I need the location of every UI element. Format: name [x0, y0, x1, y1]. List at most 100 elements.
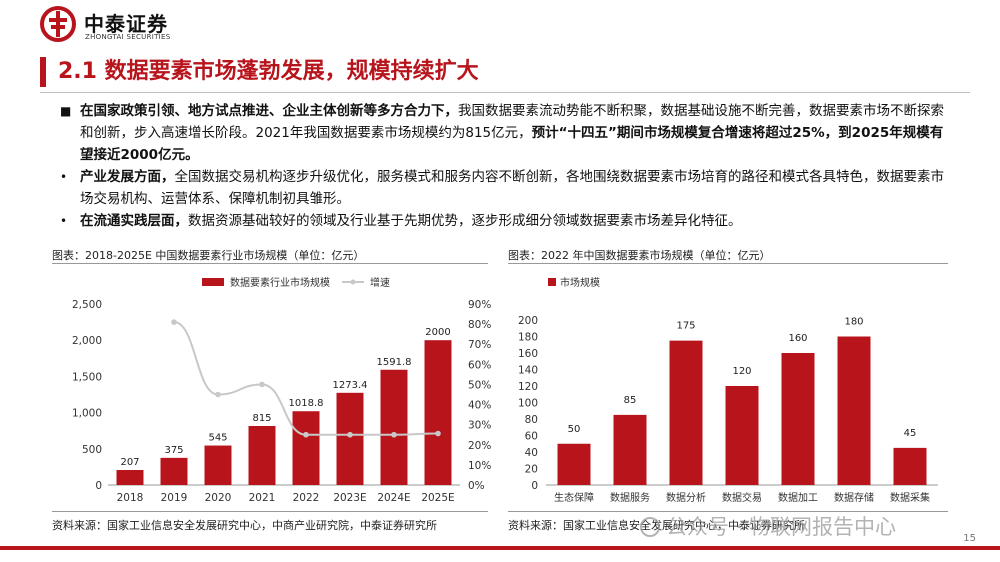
- bar-value-label: 45: [904, 428, 917, 439]
- bar: [781, 353, 815, 485]
- title-divider: [40, 92, 970, 93]
- bar: [204, 445, 232, 485]
- y2-tick-label: 20%: [468, 440, 491, 452]
- y-tick-label: 200: [518, 315, 538, 327]
- x-tick-label: 2025E: [421, 492, 454, 504]
- bullet-text: 全国数据交易机构逐步升级优化，服务模式和服务内容不断创新，各地围绕数据要素市场培…: [80, 169, 944, 207]
- bar: [424, 340, 452, 485]
- bar-value-label: 1591.8: [377, 357, 412, 368]
- y2-tick-label: 70%: [468, 339, 491, 351]
- y-tick-label: 0: [531, 480, 538, 492]
- bullet-mark: •: [60, 170, 68, 184]
- y-tick-label: 500: [82, 444, 102, 456]
- legend-bar-label: 数据要素行业市场规模: [230, 276, 330, 289]
- y-tick-label: 40: [525, 447, 538, 459]
- x-tick-label: 数据交易: [722, 491, 762, 504]
- x-tick-label: 2023E: [333, 492, 366, 504]
- y-tick-label: 160: [518, 348, 538, 360]
- bar: [380, 369, 408, 485]
- left-chart-caption: 图表：2018-2025E 中国数据要素行业市场规模（单位：亿元）: [52, 249, 365, 262]
- brand-name-cn: 中泰证券: [84, 12, 168, 36]
- growth-point: [347, 431, 353, 438]
- bar-value-label: 1273.4: [333, 380, 368, 391]
- bullet-bold-text: 在国家政策引领、地方试点推进、企业主体创新等多方合力下，: [80, 103, 458, 119]
- x-tick-label: 2018: [117, 492, 144, 504]
- bar-value-label: 50: [568, 424, 581, 435]
- watermark: 公众号 · 物联网报告中心: [640, 511, 896, 541]
- right-chart: 市场规模 0 20 40 60 80 100 120 140 160 180 200 50 生态保障 85 数…: [518, 276, 938, 504]
- bar: [160, 457, 188, 485]
- bullet-mark: •: [60, 214, 68, 228]
- legend-line-label: 增速: [370, 276, 390, 289]
- bar-value-label: 375: [164, 445, 183, 456]
- y-tick-label: 20: [525, 464, 538, 476]
- legend-bar-swatch: [548, 278, 556, 286]
- wechat-icon: [640, 517, 660, 537]
- y-tick-label: 120: [518, 381, 538, 393]
- bar-value-label: 545: [208, 433, 227, 444]
- y-tick-label: 180: [518, 332, 538, 344]
- growth-point: [171, 319, 177, 325]
- right-chart-caption: 图表：2022 年中国数据要素市场规模（单位：亿元）: [508, 249, 771, 262]
- bar-value-label: 120: [732, 366, 751, 377]
- bar: [116, 470, 144, 485]
- bar-value-label: 207: [120, 457, 139, 468]
- footer-band: [0, 546, 1000, 550]
- growth-point: [435, 430, 441, 437]
- x-tick-label: 2019: [161, 492, 188, 504]
- bar: [893, 447, 927, 485]
- bullet-text: 数据资源基础较好的领域及行业基于先期优势，逐步形成细分领域数据要素市场差异化特征…: [188, 213, 742, 229]
- bar-value-label: 2000: [425, 327, 450, 338]
- x-tick-label: 数据采集: [890, 491, 930, 504]
- bullet-bold-text: 产业发展方面，: [80, 169, 175, 185]
- growth-point: [259, 381, 265, 388]
- y-tick-label: 0: [95, 480, 102, 492]
- bar: [725, 386, 759, 485]
- bar: [292, 411, 320, 485]
- zhongtai-logo-icon: [40, 6, 76, 42]
- y2-tick-label: 80%: [468, 319, 491, 331]
- y-tick-label: 1,500: [72, 371, 102, 383]
- bullet-item: ■ 在国家政策引领、地方试点推进、企业主体创新等多方合力下，我国数据要素流动势能不…: [60, 100, 950, 166]
- y-tick-label: 140: [518, 365, 538, 377]
- bar-value-label: 180: [844, 317, 863, 328]
- right-chart-bottom-rule: [508, 511, 948, 512]
- y2-tick-label: 90%: [468, 299, 491, 311]
- bar: [837, 336, 871, 485]
- header: 中泰证券 ZHONGTAI SECURITIES: [0, 0, 1000, 50]
- growth-point: [215, 391, 221, 398]
- x-tick-label: 生态保障: [554, 491, 594, 504]
- page-number: 15: [963, 533, 976, 544]
- left-chart-source: 资料来源：国家工业信息安全发展研究中心，中商产业研究院，中泰证券研究所: [52, 519, 437, 532]
- x-tick-label: 数据分析: [666, 491, 706, 504]
- y-tick-label: 100: [518, 398, 538, 410]
- y2-tick-label: 50%: [468, 379, 491, 391]
- bar: [669, 340, 703, 485]
- bullet-bold-text: 在流通实践层面，: [80, 213, 188, 229]
- legend-bar-label: 市场规模: [560, 276, 600, 289]
- x-tick-label: 数据存储: [834, 491, 874, 504]
- bar-value-label: 160: [788, 333, 807, 344]
- bar: [248, 425, 276, 485]
- y2-tick-label: 10%: [468, 460, 491, 472]
- brand-name-en: ZHONGTAI SECURITIES: [85, 33, 171, 41]
- x-tick-label: 2021: [249, 492, 276, 504]
- right-chart-top-rule: [508, 263, 948, 264]
- bar-value-label: 175: [676, 321, 695, 332]
- bullet-text: 我国数据要素流动势能不断积聚，数据基础设施不断完善，数据要素市场不断探索和创新，…: [80, 103, 944, 141]
- y-tick-label: 1,000: [72, 408, 102, 420]
- y-tick-label: 2,000: [72, 335, 102, 347]
- title-accent-bar: [40, 57, 46, 87]
- left-chart-top-rule: [52, 263, 488, 264]
- y2-tick-label: 0%: [468, 480, 485, 492]
- bar: [613, 414, 647, 485]
- y-tick-label: 2,500: [72, 299, 102, 311]
- y2-tick-label: 60%: [468, 359, 491, 371]
- y-tick-label: 80: [525, 414, 538, 426]
- left-chart-bottom-rule: [52, 511, 488, 512]
- bar: [557, 443, 591, 485]
- y-tick-label: 60: [525, 431, 538, 443]
- bullet-item: • 产业发展方面，全国数据交易机构逐步升级优化，服务模式和服务内容不断创新，各地围…: [60, 166, 950, 210]
- bar: [336, 392, 364, 485]
- legend-bar-swatch: [202, 278, 224, 286]
